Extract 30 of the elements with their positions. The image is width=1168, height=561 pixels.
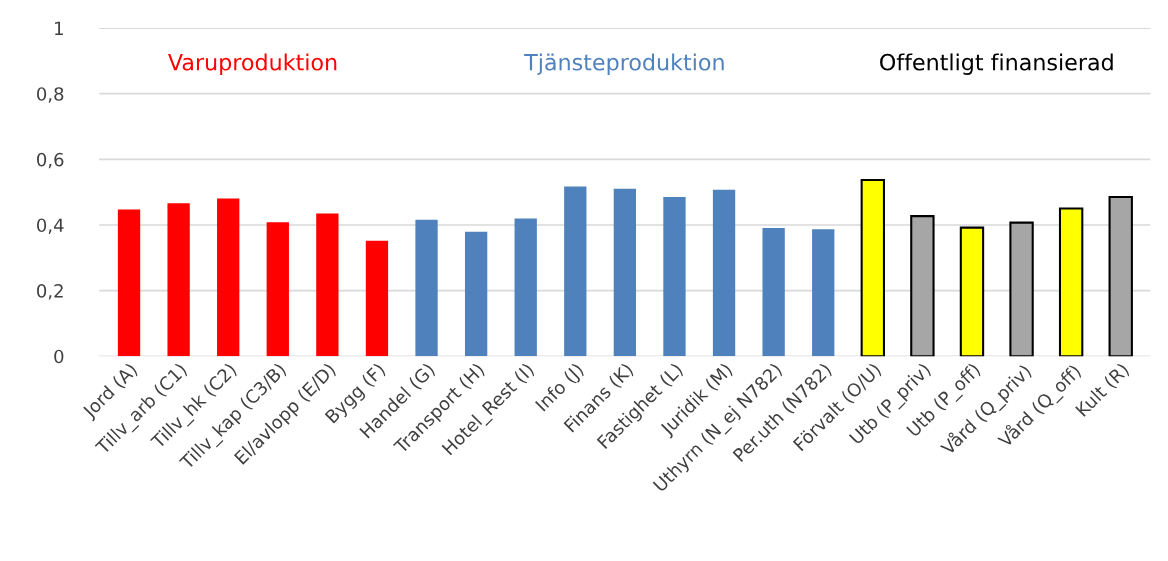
bar bbox=[959, 226, 985, 357]
bar bbox=[167, 203, 190, 357]
bar bbox=[860, 178, 885, 357]
bar bbox=[316, 213, 339, 357]
bar bbox=[1108, 196, 1133, 357]
y-tick-label: 0,2 bbox=[37, 284, 63, 300]
bar bbox=[464, 231, 488, 357]
bar bbox=[812, 229, 835, 357]
bar bbox=[564, 186, 587, 357]
y-tick-label: 0,4 bbox=[37, 218, 64, 234]
bar bbox=[712, 189, 736, 357]
bar bbox=[415, 219, 438, 357]
bar bbox=[1058, 207, 1084, 357]
bar bbox=[514, 218, 537, 357]
y-tick-label: 0,8 bbox=[37, 87, 64, 103]
bar bbox=[217, 198, 240, 357]
bar bbox=[910, 215, 935, 357]
bar bbox=[762, 227, 785, 357]
y-tick-label: 0 bbox=[54, 349, 64, 364]
bar bbox=[663, 197, 686, 357]
text: Varuproduktion bbox=[168, 53, 337, 75]
bar bbox=[266, 222, 289, 357]
bar bbox=[1009, 221, 1034, 357]
y-tick-label: 0,6 bbox=[37, 152, 64, 169]
y-tick-label: 1 bbox=[55, 21, 63, 35]
bar bbox=[613, 188, 637, 357]
bar bbox=[365, 240, 389, 357]
bar bbox=[117, 209, 141, 357]
text: Offentligt finansierad bbox=[880, 53, 1113, 75]
text: Tjänsteproduktion bbox=[524, 53, 724, 75]
